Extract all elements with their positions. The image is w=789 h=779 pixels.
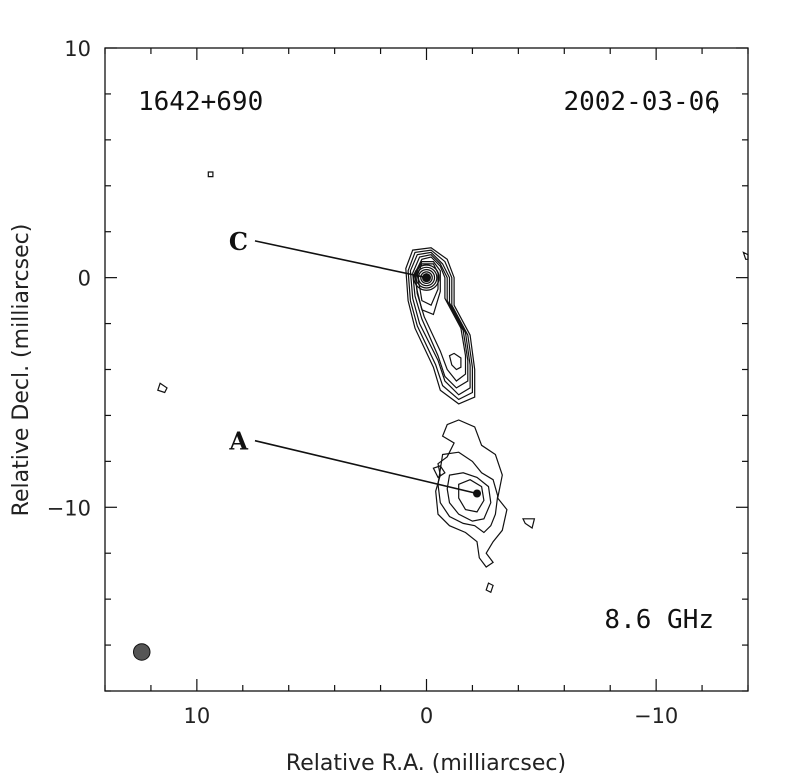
core-contour	[409, 251, 471, 396]
component-marker	[422, 273, 431, 282]
noise-contour	[742, 251, 749, 260]
x-tick-label: −10	[634, 704, 678, 728]
noise-contour	[157, 382, 168, 394]
component-marker	[473, 489, 482, 498]
component-leader-line	[254, 240, 427, 279]
core-contour	[416, 263, 439, 307]
x-tick-label: 0	[420, 704, 433, 728]
y-tick-label: 0	[78, 267, 91, 291]
observation-date: 2002-03-06	[563, 87, 720, 117]
core-contour	[448, 352, 462, 371]
noise-contour	[485, 582, 494, 594]
contour-lines	[132, 106, 749, 661]
x-tick-label: 10	[183, 704, 210, 728]
component-label: C	[229, 227, 248, 256]
plot-frame	[104, 47, 749, 692]
component-label: A	[228, 427, 248, 456]
y-tick-label: 10	[64, 37, 91, 61]
core-ring-contour	[417, 269, 436, 287]
beam-ellipse	[132, 643, 151, 661]
frequency-label: 8.6 GHz	[604, 605, 714, 635]
component-a-contour	[446, 472, 492, 522]
x-axis-title: Relative R.A. (milliarcsec)	[286, 751, 566, 776]
noise-contour	[207, 171, 214, 178]
core-ring-contour	[413, 264, 440, 291]
core-ring-contour	[415, 266, 438, 289]
y-tick-label: −10	[47, 496, 91, 520]
tick-labels: 10 0 −10 10 0 −10	[47, 37, 679, 728]
component-leader-line	[254, 439, 478, 495]
component-a-contour	[435, 419, 508, 568]
component-a-contour	[522, 518, 536, 529]
core-contour	[405, 247, 476, 405]
component-leaders: CA	[228, 227, 482, 498]
component-a-contour	[432, 465, 446, 479]
core-contour	[412, 254, 469, 389]
axis-ticks	[104, 47, 749, 692]
core-contour	[414, 261, 441, 316]
noise-contour	[713, 106, 717, 114]
component-a-contour	[458, 479, 485, 513]
component-a-contour	[437, 451, 499, 534]
y-axis-title: Relative Decl. (milliarcsec)	[9, 224, 34, 517]
core-contour	[407, 249, 473, 401]
source-name: 1642+690	[138, 87, 263, 117]
core-contour	[414, 256, 467, 382]
core-ring-contour	[420, 271, 433, 284]
